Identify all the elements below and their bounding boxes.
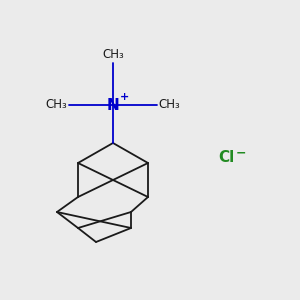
Text: N: N	[106, 98, 119, 112]
Text: Cl: Cl	[218, 151, 234, 166]
Text: CH₃: CH₃	[102, 49, 124, 62]
Text: CH₃: CH₃	[46, 98, 68, 112]
Text: −: −	[235, 147, 246, 160]
Text: +: +	[120, 92, 129, 102]
Text: CH₃: CH₃	[158, 98, 180, 112]
